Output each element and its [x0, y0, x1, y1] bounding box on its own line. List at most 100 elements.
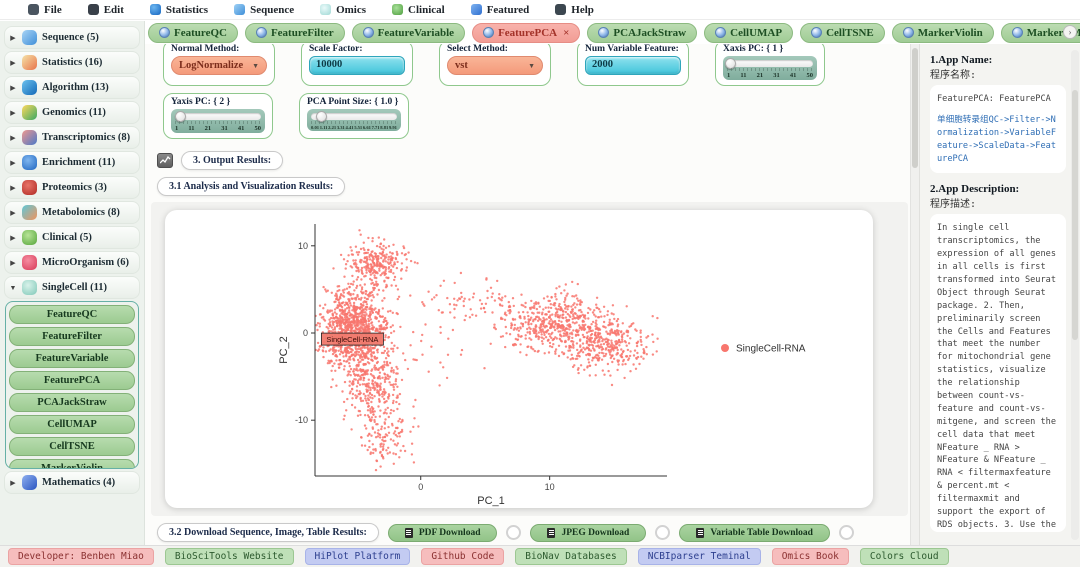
svg-text:PC_1: PC_1: [477, 495, 505, 507]
featured-icon: [470, 4, 482, 15]
sidebar-item-cellumap[interactable]: CellUMAP: [9, 415, 135, 434]
menu-item-omics[interactable]: Omics: [320, 4, 366, 16]
tick-label: 31: [221, 125, 228, 132]
sidebar-item-pcajackstraw[interactable]: PCAJackStraw: [9, 393, 135, 412]
tab-icon: [598, 27, 610, 38]
sidebar-item-mathematics[interactable]: ▶ Mathematics (4): [4, 471, 140, 494]
scrollbar-thumb[interactable]: [912, 48, 918, 168]
tab-featurepca[interactable]: FeaturePCA ×: [472, 22, 581, 43]
menu-item-edit[interactable]: Edit: [87, 4, 124, 16]
tick-label: 1: [175, 125, 179, 132]
footer-link-omics-book[interactable]: Omics Book: [771, 548, 849, 565]
select-method-select[interactable]: vst ▼: [447, 56, 543, 75]
menu-item-featured[interactable]: Featured: [470, 4, 529, 16]
num-variable-feature-field: Num Variable Feature: 2000: [577, 44, 689, 86]
menu-item-statistics[interactable]: Statistics: [149, 4, 208, 16]
sidebar-item-singlecell[interactable]: ▼ SingleCell (11): [4, 276, 140, 299]
sidebar-item-transcriptomics[interactable]: ▶ Transcriptomics (8): [4, 126, 140, 149]
sidebar-item-statistics[interactable]: ▶ Statistics (16): [4, 51, 140, 74]
sidebar-item-algorithm[interactable]: ▶ Algorithm (13): [4, 76, 140, 99]
sidebar-item-featurefilter[interactable]: FeatureFilter: [9, 327, 135, 346]
sequence-icon: [234, 4, 246, 15]
cube-icon: [22, 80, 37, 95]
sidebar-item-microorganism[interactable]: ▶ MicroOrganism (6): [4, 251, 140, 274]
main-scrollbar[interactable]: [910, 44, 919, 545]
footer-link-ncbiparser-teminal[interactable]: NCBIparser Teminal: [637, 548, 761, 565]
xaxis-pc-slider[interactable]: 1 11 21 31 41 50: [723, 56, 817, 80]
jpeg-download-button[interactable]: JPEG Download: [530, 523, 647, 542]
rna-icon: [22, 130, 37, 145]
app-desc-title: 2.App Description:: [930, 183, 1020, 196]
footer-link-bionav-databases[interactable]: BioNav Databases: [515, 548, 627, 565]
sidebar-item-proteomics[interactable]: ▶ Proteomics (3): [4, 176, 140, 199]
sidebar-item-featureqc[interactable]: FeatureQC: [9, 305, 135, 324]
normal-method-field: Normal Method: LogNormalize ▼: [163, 44, 275, 86]
chevron-right-icon: ▶: [10, 208, 16, 217]
tab-icon: [362, 27, 374, 38]
tab-featurefilter[interactable]: FeatureFilter: [244, 22, 345, 43]
tab-celltsne[interactable]: CellTSNE: [800, 22, 885, 43]
sidebar-item-metabolomics[interactable]: ▶ Metabolomics (8): [4, 201, 140, 224]
tab-icon: [159, 27, 170, 38]
tab-label: FeatureFilter: [270, 26, 334, 39]
genome-icon: [22, 105, 37, 120]
tick-label: 21: [204, 125, 212, 132]
footer-link-developer-benben-miao[interactable]: Developer: Benben Miao: [8, 548, 154, 565]
num-variable-feature-input[interactable]: 2000: [585, 56, 681, 75]
footer-link-hiplot-platform[interactable]: HiPlot Platform: [304, 548, 411, 565]
tab-scroll-button[interactable]: ›: [1063, 25, 1077, 39]
tab-pcajackstraw[interactable]: PCAJackStraw: [587, 22, 698, 43]
menu-item-help[interactable]: Help: [555, 4, 594, 16]
tab-featurevariable[interactable]: FeatureVariable: [351, 22, 466, 43]
field-label: Yaxis PC: { 2 }: [171, 97, 231, 107]
protein-icon: [22, 180, 37, 195]
pca-point-size-slider[interactable]: 0.01 1.11 2.21 3.31 4.41 5.51 6.61 7.71 8.81 9.91: [307, 109, 401, 131]
document-icon: [547, 527, 556, 538]
app-name-value: FeaturePCA: FeaturePCA: [937, 94, 1051, 104]
footer-link-colors-cloud[interactable]: Colors Cloud: [859, 548, 949, 565]
sidebar-item-featurepca[interactable]: FeaturePCA: [9, 371, 135, 390]
scrollbar-thumb[interactable]: [1072, 90, 1078, 340]
chevron-right-icon: ▶: [10, 258, 16, 267]
chevron-right-icon: ▶: [10, 58, 16, 67]
panel-scrollbar[interactable]: [1071, 50, 1079, 540]
button-label: Variable Table Download: [710, 527, 813, 538]
menu-item-file[interactable]: File: [28, 4, 62, 16]
tick-label: 8.81: [380, 125, 389, 130]
tab-markerviolin[interactable]: MarkerViolin: [891, 22, 994, 43]
app-pipeline: 单细胞转录组QC->Filter->Normalization->Variabl…: [937, 114, 1056, 164]
sidebar-item-genomics[interactable]: ▶ Genomics (11): [4, 101, 140, 124]
sidebar-item-celltsne[interactable]: CellTSNE: [9, 437, 135, 456]
menu-item-sequence[interactable]: Sequence: [234, 4, 294, 16]
yaxis-pc-slider[interactable]: 1 11 21 31 41 50: [171, 109, 265, 133]
slider-ticks: [175, 121, 261, 124]
svg-text:0: 0: [418, 482, 423, 492]
tab-cellumap[interactable]: CellUMAP: [704, 22, 794, 43]
chevron-down-icon: ▼: [528, 61, 535, 70]
chart-line-icon: [157, 153, 173, 168]
tick-label: 41: [789, 72, 797, 79]
close-icon[interactable]: ×: [563, 26, 570, 39]
field-label: Select Method:: [447, 44, 508, 54]
sidebar-item-sequence[interactable]: ▶ Sequence (5): [4, 26, 140, 49]
footer-link-github-code[interactable]: Github Code: [421, 548, 505, 565]
variable-table-download-button[interactable]: Variable Table Download: [679, 523, 830, 542]
pdf-download-button[interactable]: PDF Download: [387, 523, 498, 542]
tick-label: 0.01: [311, 125, 320, 130]
svg-text:-10: -10: [295, 415, 308, 425]
progress-circle: [655, 525, 671, 540]
footer-bar: Developer: Benben Miao BioSciTools Websit…: [0, 545, 1080, 567]
sidebar-item-enrichment[interactable]: ▶ Enrichment (11): [4, 151, 140, 174]
sidebar-item-featurevariable[interactable]: FeatureVariable: [9, 349, 135, 368]
field-label: PCA Point Size: { 1.0 }: [307, 97, 399, 107]
tab-featureqc[interactable]: FeatureQC: [148, 22, 238, 43]
sidebar-item-markerviolin[interactable]: MarkerViolin: [9, 459, 135, 468]
field-label: Xaxis PC: { 1 }: [723, 44, 784, 54]
scale-factor-input[interactable]: 10000: [309, 56, 405, 75]
sidebar: ▶ Sequence (5) ▶ Statistics (16) ▶ Algorithm …: [0, 21, 145, 545]
sidebar-item-clinical[interactable]: ▶ Clinical (5): [4, 226, 140, 249]
normal-method-select[interactable]: LogNormalize ▼: [171, 56, 267, 75]
footer-link-bioscitools-website[interactable]: BioSciTools Website: [164, 548, 294, 565]
menu-item-clinical[interactable]: Clinical: [392, 4, 445, 16]
